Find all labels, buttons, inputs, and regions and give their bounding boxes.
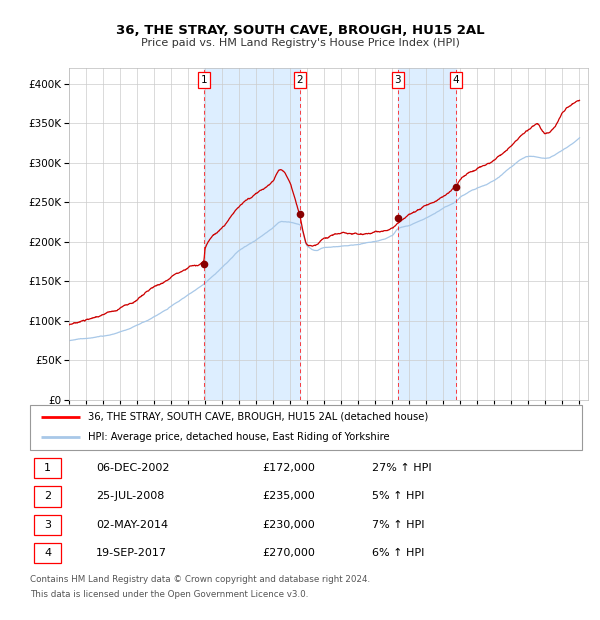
Text: £230,000: £230,000 [262,520,314,529]
Text: 19-SEP-2017: 19-SEP-2017 [96,548,167,558]
Text: 7% ↑ HPI: 7% ↑ HPI [372,520,425,529]
Text: £235,000: £235,000 [262,492,314,502]
Text: 4: 4 [44,548,51,558]
Text: 2: 2 [44,492,51,502]
Text: 5% ↑ HPI: 5% ↑ HPI [372,492,425,502]
Text: Price paid vs. HM Land Registry's House Price Index (HPI): Price paid vs. HM Land Registry's House … [140,38,460,48]
Text: This data is licensed under the Open Government Licence v3.0.: This data is licensed under the Open Gov… [30,590,308,600]
Bar [34,543,61,564]
Text: 6% ↑ HPI: 6% ↑ HPI [372,548,425,558]
Bar [34,458,61,478]
Text: 4: 4 [452,75,459,85]
Text: 3: 3 [395,75,401,85]
Text: HPI: Average price, detached house, East Riding of Yorkshire: HPI: Average price, detached house, East… [88,432,389,443]
Bar [204,68,300,400]
Bar [398,68,455,400]
Bar [34,486,61,507]
Text: 1: 1 [200,75,207,85]
Text: 06-DEC-2002: 06-DEC-2002 [96,463,170,473]
Text: 02-MAY-2014: 02-MAY-2014 [96,520,169,529]
Text: 36, THE STRAY, SOUTH CAVE, BROUGH, HU15 2AL (detached house): 36, THE STRAY, SOUTH CAVE, BROUGH, HU15 … [88,412,428,422]
Text: 1: 1 [44,463,51,473]
Text: 3: 3 [44,520,51,529]
Text: £270,000: £270,000 [262,548,315,558]
Text: 27% ↑ HPI: 27% ↑ HPI [372,463,432,473]
Bar [34,515,61,535]
Text: 36, THE STRAY, SOUTH CAVE, BROUGH, HU15 2AL: 36, THE STRAY, SOUTH CAVE, BROUGH, HU15 … [116,24,484,37]
Text: £172,000: £172,000 [262,463,315,473]
Text: Contains HM Land Registry data © Crown copyright and database right 2024.: Contains HM Land Registry data © Crown c… [30,575,370,585]
Text: 2: 2 [296,75,303,85]
Text: 25-JUL-2008: 25-JUL-2008 [96,492,164,502]
